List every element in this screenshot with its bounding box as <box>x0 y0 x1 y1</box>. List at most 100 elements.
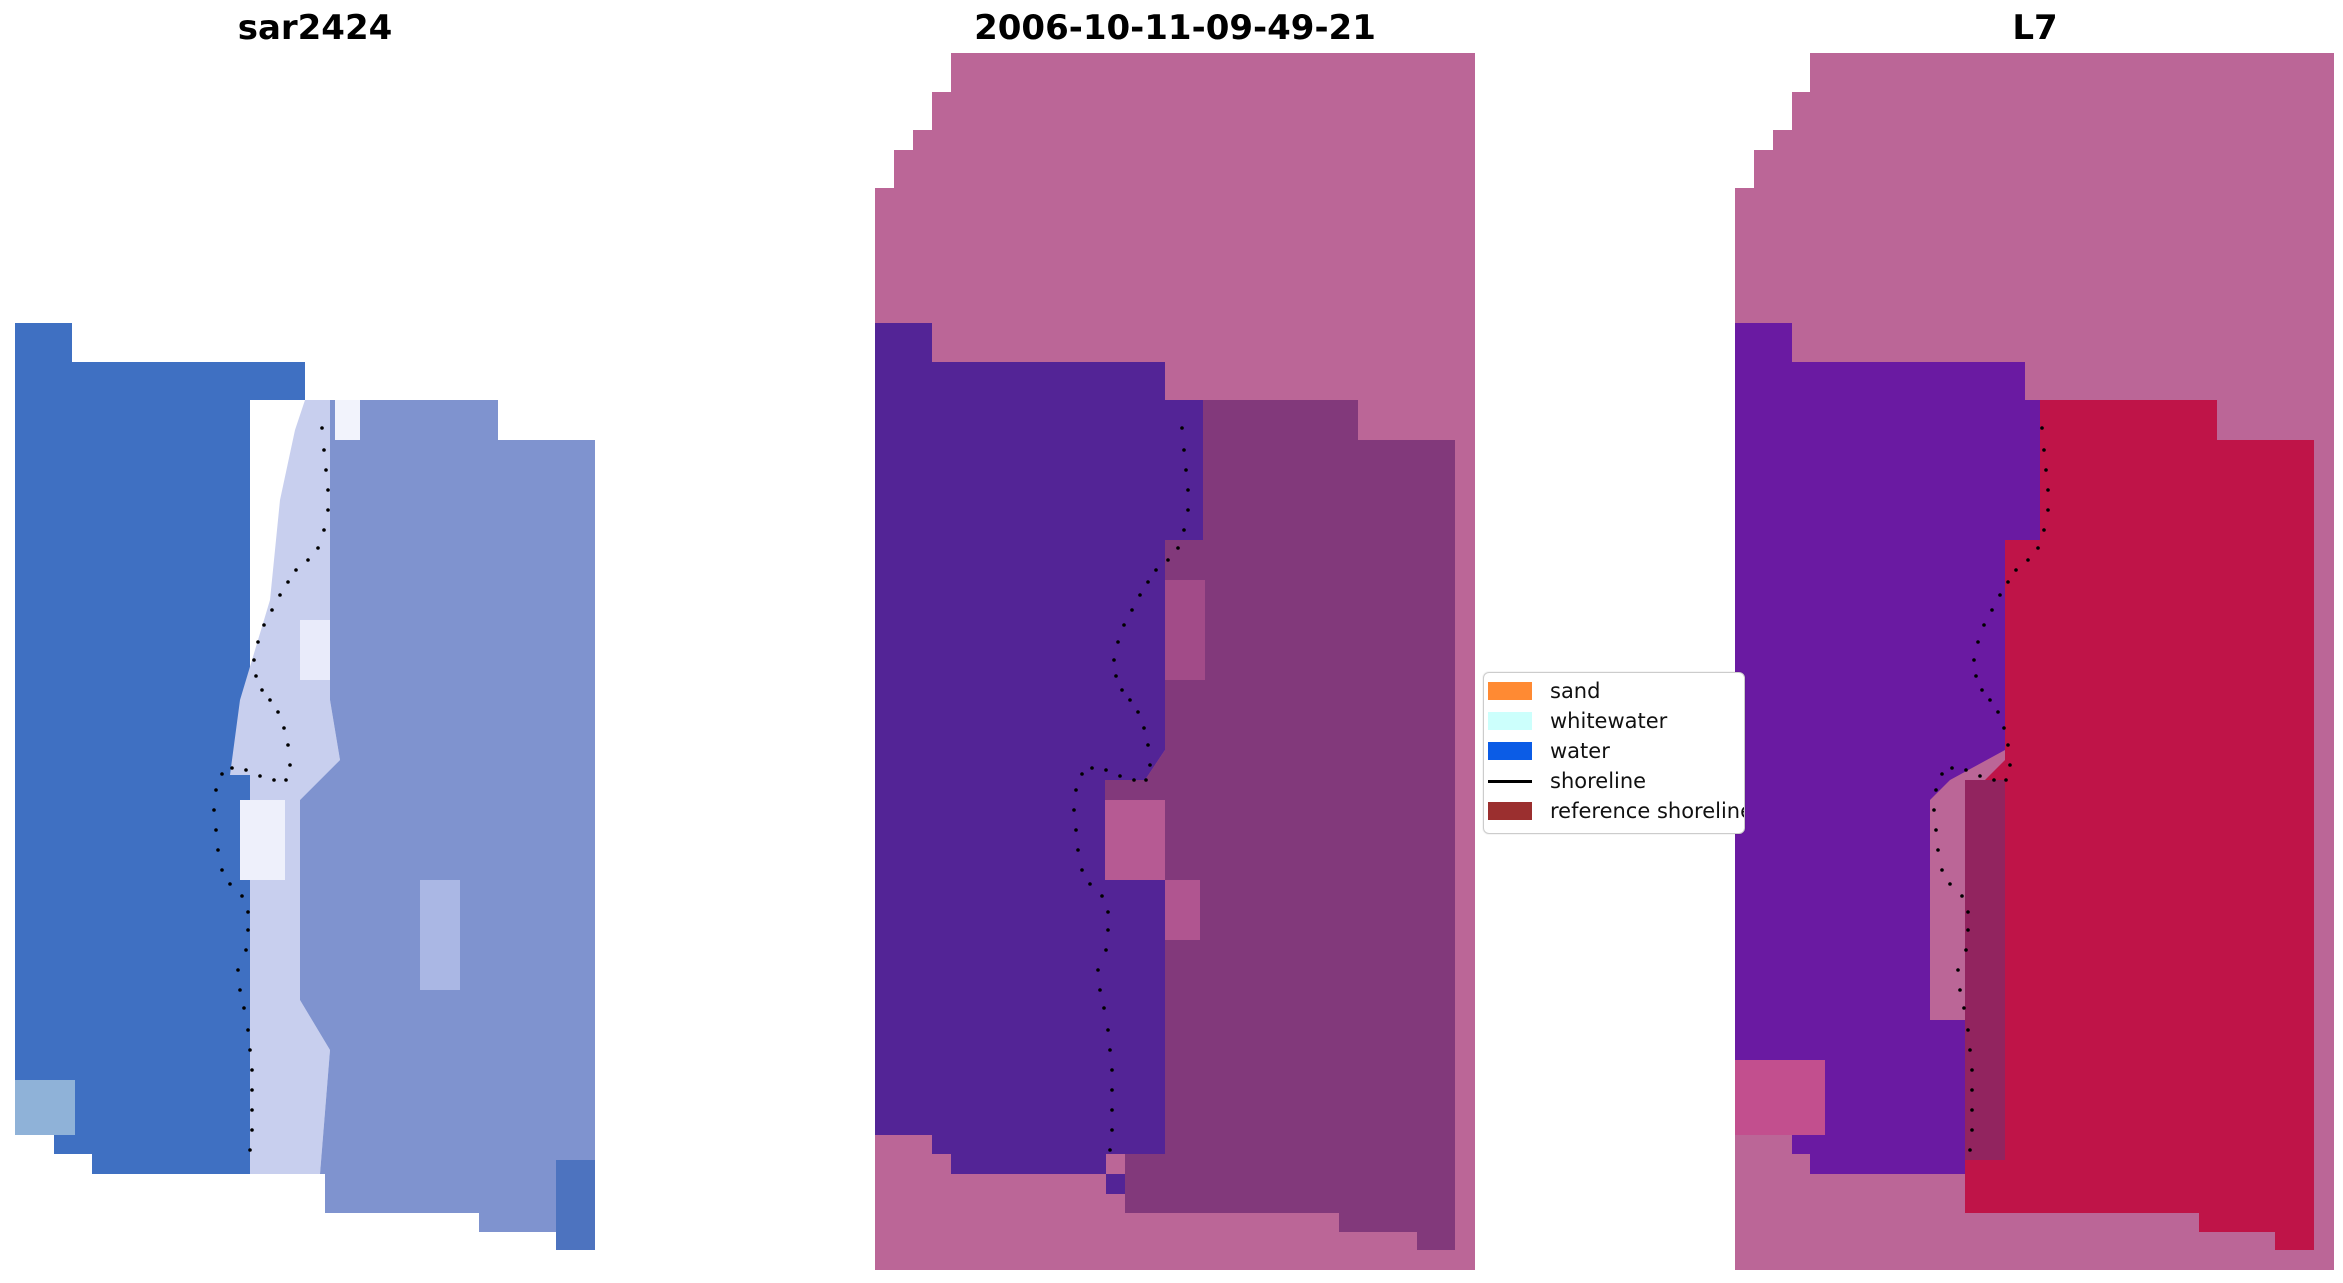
shoreline-dot <box>324 468 328 472</box>
shoreline-dot <box>1960 894 1964 898</box>
legend-item-shoreline: shoreline <box>1484 767 1646 795</box>
classified-image <box>875 53 1475 1270</box>
panel-title-index: L7 <box>2012 8 2058 48</box>
shoreline-dot <box>1112 658 1116 662</box>
shoreline-dot <box>2040 426 2044 430</box>
classified-surf-patch-1 <box>1105 800 1165 880</box>
shoreline-dot <box>1974 674 1978 678</box>
shoreline-dot <box>2044 468 2048 472</box>
shoreline-dot <box>1122 623 1126 627</box>
legend-label-water: water <box>1550 739 1610 763</box>
rgb-beach-strip <box>230 400 340 1174</box>
shoreline-dot <box>1964 948 1968 952</box>
shoreline-dot <box>1098 988 1102 992</box>
shoreline-dot <box>1940 772 1944 776</box>
shoreline-dot <box>1100 894 1104 898</box>
shoreline-dot <box>1988 698 1992 702</box>
index-land-area <box>1965 400 2314 1250</box>
shoreline-dot <box>1970 1108 1974 1112</box>
shoreline-dot <box>250 1088 254 1092</box>
rgb-surf-highlight-1 <box>300 620 330 680</box>
shoreline-dot <box>240 894 244 898</box>
shoreline-dot <box>1128 698 1132 702</box>
shoreline-dot <box>1964 768 1968 772</box>
rgb-image <box>15 323 595 1250</box>
shoreline-dot <box>268 698 272 702</box>
rgb-offshore-band-1 <box>420 880 460 990</box>
shoreline-dot <box>214 788 218 792</box>
legend-item-whitewater: whitewater <box>1484 707 1667 735</box>
index-image <box>1735 53 2334 1270</box>
water-swatch-icon <box>1488 742 1532 760</box>
shoreline-dot <box>238 988 242 992</box>
shoreline-dot <box>1940 868 1944 872</box>
shoreline-dot <box>1982 623 1986 627</box>
shoreline-dot <box>1110 1068 1114 1072</box>
shoreline-dot <box>220 772 224 776</box>
shoreline-dot <box>306 558 310 562</box>
shoreline-dot <box>2006 580 2010 584</box>
index-nearshore-light <box>1735 1060 1825 1135</box>
shoreline-dot <box>2004 778 2008 782</box>
shoreline-dot <box>1088 882 1092 886</box>
shoreline-dot <box>228 882 232 886</box>
shoreline-dot <box>1956 968 1960 972</box>
shoreline-dot <box>1108 1048 1112 1052</box>
rgb-surf-highlight-2 <box>240 800 285 880</box>
shoreline-dot <box>1110 1128 1114 1132</box>
shoreline-dot <box>272 778 276 782</box>
shoreline-dot <box>2046 508 2050 512</box>
shoreline-dot <box>1948 882 1952 886</box>
shoreline-dot <box>258 774 262 778</box>
shoreline-dot <box>1136 710 1140 714</box>
shoreline-dot <box>1182 448 1186 452</box>
shoreline-dot <box>1976 640 1980 644</box>
shoreline-dot <box>270 608 274 612</box>
shoreline-dot <box>1990 608 1994 612</box>
shoreline-dot <box>1932 808 1936 812</box>
shoreline-dot <box>220 868 224 872</box>
reference-shoreline-swatch-icon <box>1488 802 1532 820</box>
shoreline-dot <box>1106 1028 1110 1032</box>
shoreline-dot <box>1968 1148 1972 1152</box>
shoreline-dot <box>1180 426 1184 430</box>
shoreline-dot <box>322 528 326 532</box>
shoreline-dot <box>236 968 240 972</box>
shoreline-dot <box>250 1108 254 1112</box>
rgb-surf-highlight-3 <box>335 400 360 440</box>
shoreline-dot <box>1104 768 1108 772</box>
shoreline-dot <box>1962 1006 1966 1010</box>
shoreline-dot <box>2006 743 2010 747</box>
shoreline-dot <box>1970 1128 1974 1132</box>
shoreline-dot <box>1970 1068 1974 1072</box>
shoreline-dot <box>2002 726 2006 730</box>
shoreline-dot <box>1110 1088 1114 1092</box>
shoreline-dot <box>1184 468 1188 472</box>
sand-swatch-icon <box>1488 682 1532 700</box>
shoreline-dot <box>1146 580 1150 584</box>
shoreline-dot <box>1966 928 1970 932</box>
shoreline-dot <box>1996 710 2000 714</box>
shoreline-dot <box>1104 948 1108 952</box>
shoreline-dot <box>1998 593 2002 597</box>
classified-water-area <box>875 323 1203 1194</box>
shoreline-dot <box>230 766 234 770</box>
shoreline-dot <box>282 726 286 730</box>
legend-label-shoreline: shoreline <box>1550 769 1647 793</box>
classified-surf-patch-3 <box>1165 880 1200 940</box>
shoreline-dot <box>1972 658 1976 662</box>
shoreline-dot <box>1166 558 1170 562</box>
shoreline-dot <box>250 1068 254 1072</box>
shoreline-dot <box>1132 778 1136 782</box>
shoreline-dot <box>278 593 282 597</box>
shoreline-dot <box>216 848 220 852</box>
shoreline-dot <box>1130 608 1134 612</box>
classified-surf-patch-2 <box>1165 580 1205 680</box>
legend-item-water: water <box>1484 737 1610 765</box>
shoreline-dot <box>1934 788 1938 792</box>
shoreline-dot <box>1110 1108 1114 1112</box>
shoreline-dot <box>260 688 264 692</box>
shoreline-dot <box>2036 546 2040 550</box>
panel-title-rgb: sar2424 <box>237 8 393 48</box>
